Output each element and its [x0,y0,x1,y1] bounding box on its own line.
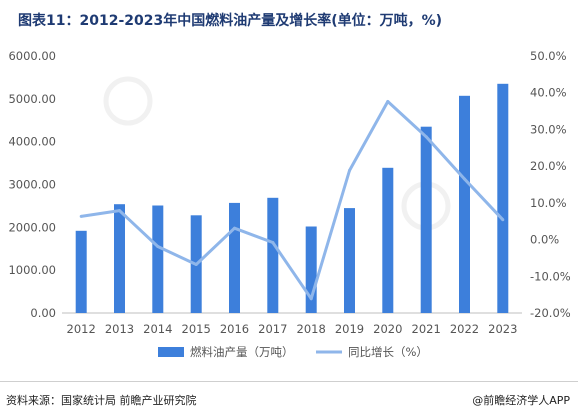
line-point-2023 [501,218,505,222]
y-left-tick-label: 5000.00 [8,92,56,106]
line-point-2015 [194,263,198,266]
legend-bar-swatch [158,347,184,357]
source-note: 资料来源：国家统计局 前瞻产业研究院 [6,394,197,407]
x-tick-label: 2015 [182,322,211,336]
line-point-2013 [118,209,121,213]
x-tick-label: 2013 [105,322,134,336]
bar-2023 [497,83,509,313]
x-tick-label: 2014 [143,322,172,336]
bar-2012 [75,230,87,313]
y-left-tick-label: 0.00 [30,306,56,320]
y-left-tick-label: 4000.00 [8,135,56,149]
y-right-tick-label: 10.0% [530,196,567,210]
line-point-2020 [386,100,390,103]
bar-2017 [267,197,279,313]
line-point-2014 [156,245,160,248]
y-right-tick-label: -10.0% [530,269,571,283]
x-tick-label: 2012 [67,322,96,336]
x-tick-label: 2023 [488,322,517,336]
y-left-tick-label: 3000.00 [8,178,56,192]
x-tick-label: 2016 [220,322,249,336]
bar-2013 [114,204,125,313]
line-point-2016 [233,226,236,230]
credit-note: @前瞻经济学人APP [472,394,570,407]
y-left-tick-label: 6000.00 [8,49,56,63]
x-tick-label: 2021 [412,322,441,336]
y-right-tick-label: 20.0% [530,159,567,173]
bar-2014 [152,205,164,313]
x-tick-label: 2018 [297,322,326,336]
y-right-tick-label: 30.0% [530,122,567,136]
bar-2018 [305,226,317,313]
bar-2022 [459,95,470,313]
bar-2021 [420,126,432,313]
x-tick-label: 2019 [335,322,364,336]
bar-2019 [344,208,355,313]
y-right-tick-label: 0.0% [530,233,559,247]
chart-title: 图表11：2012-2023年中国燃料油产量及增长率(单位：万吨，%) [18,13,443,29]
line-point-2019 [348,169,351,172]
legend-bar-label: 燃料油产量（万吨） [190,345,294,359]
line-point-2021 [424,135,428,139]
x-tick-label: 2022 [450,322,479,336]
y-left-tick-label: 2000.00 [8,220,56,234]
line-point-2018 [309,297,313,301]
y-left-tick-label: 1000.00 [8,263,56,277]
line-point-2022 [463,177,466,181]
footer-divider [0,381,578,382]
bar-2020 [382,167,394,313]
y-right-tick-label: 40.0% [530,86,567,100]
legend-line-label: 同比增长（%） [348,345,428,359]
bar-2016 [229,202,240,313]
y-right-tick-label: -20.0% [530,306,571,320]
growth-line [80,100,504,301]
x-tick-label: 2020 [373,322,402,336]
y-right-tick-label: 50.0% [530,49,567,63]
x-tick-label: 2017 [258,322,287,336]
combo-chart: 2012 2013 2014 2015 2016 2017 2018 2019 2020 2021… [8,49,571,359]
line-point-2012 [79,214,83,218]
line-point-2017 [271,241,275,244]
